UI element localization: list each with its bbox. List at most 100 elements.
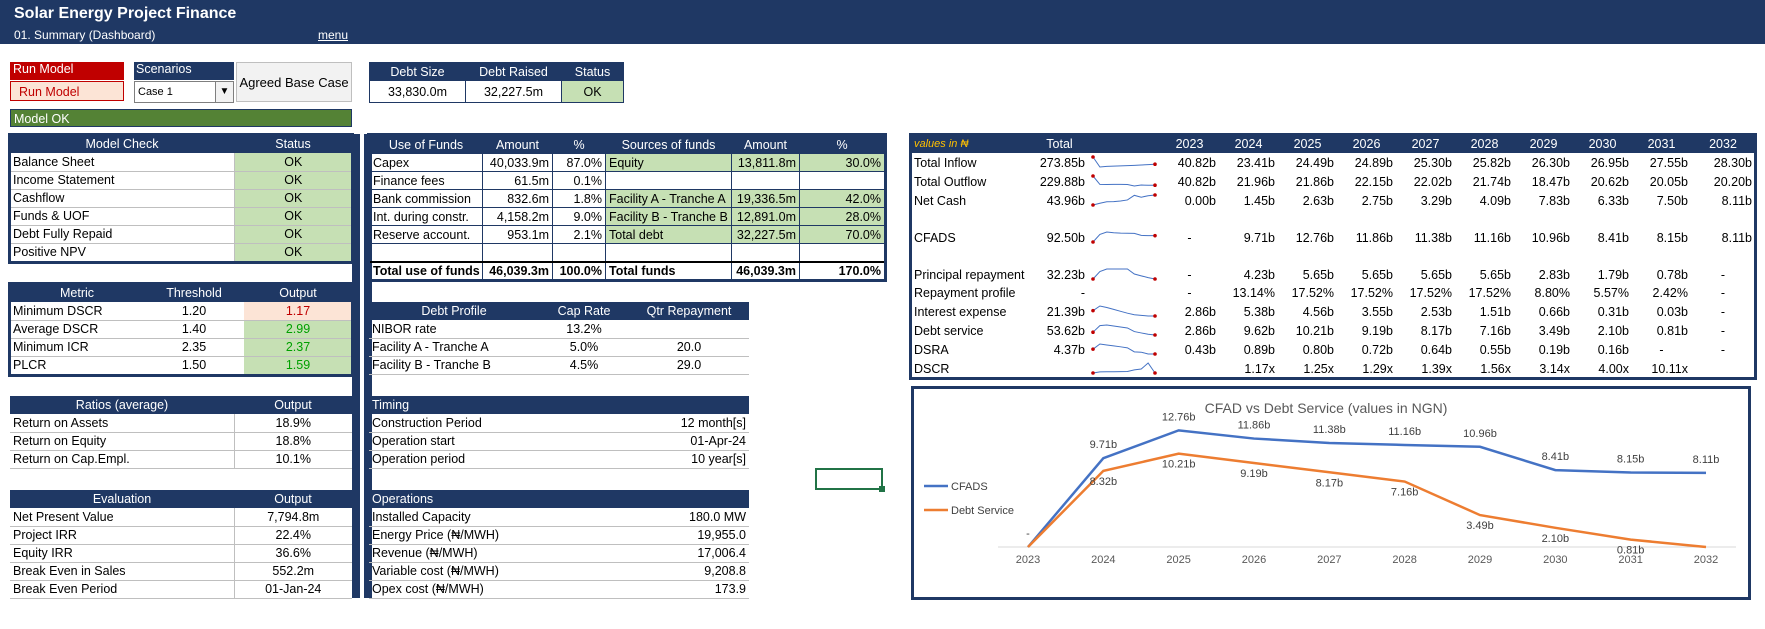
- data-label: 10.21b: [1162, 459, 1196, 471]
- year-value: 10.11x: [1651, 361, 1688, 376]
- row-label: Debt service: [914, 323, 984, 338]
- chevron-down-icon[interactable]: ▼: [215, 82, 233, 102]
- year-value: 1.51b: [1479, 304, 1511, 319]
- funds-cell: 87.0%: [552, 153, 606, 172]
- model-check-table: Model Check Status Balance Sheet OK Income S…: [8, 133, 354, 264]
- year-header: 2029: [1529, 137, 1558, 151]
- data-label: 9.71b: [1090, 439, 1118, 451]
- funds-header-0: Use of Funds: [369, 135, 483, 154]
- x-tick-label: 2032: [1694, 554, 1718, 566]
- evaluation-value: 7,794.8m: [234, 508, 352, 527]
- year-value: 5.38b: [1243, 304, 1275, 319]
- menu-link[interactable]: menu: [318, 28, 349, 42]
- year-value: 4.23b: [1243, 267, 1275, 282]
- year-value: 4.00x: [1598, 361, 1629, 376]
- metric-label: Minimum DSCR: [10, 302, 144, 321]
- x-tick-label: 2029: [1468, 554, 1492, 566]
- model_check-label: Funds & UOF: [10, 207, 235, 226]
- model_check-value: OK: [234, 171, 352, 190]
- row-label: Total Outflow: [914, 174, 987, 189]
- sparkline: [1088, 265, 1160, 284]
- year-value: [1160, 359, 1219, 378]
- debt-profile-header-1: Cap Rate: [557, 304, 611, 318]
- table-row: Installed Capacity 180.0 MW: [369, 508, 749, 527]
- year-value: [1396, 247, 1455, 265]
- year-value: 0.66b: [1538, 304, 1570, 319]
- sparkline-marker: [1091, 330, 1095, 334]
- year-value: 0.80b: [1302, 342, 1334, 357]
- year-value: 0.78b: [1656, 267, 1688, 282]
- year-value: 0.16b: [1597, 342, 1629, 357]
- table-row: Net Cash 43.96b 0.00b 1.45b 2.63b 2.75b 3.29b 4…: [911, 191, 1755, 210]
- funds-cell: 40,033.9m: [482, 153, 553, 172]
- funds-header-5: %: [799, 135, 885, 154]
- year-value: 21.86b: [1295, 174, 1334, 189]
- row-total: 229.88b: [1039, 174, 1085, 189]
- chart-canvas: CFAD vs Debt Service (values in NGN) 202…: [924, 400, 1736, 566]
- year-value: 0.72b: [1361, 342, 1393, 357]
- table-row: Break Even Period 01-Jan-24: [10, 580, 352, 599]
- year-value: 2.83b: [1538, 267, 1570, 282]
- table-row: Minimum DSCR 1.20 1.17: [10, 302, 352, 321]
- sparkline-line: [1092, 305, 1156, 317]
- year-header: 2031: [1647, 137, 1676, 151]
- table-row: [911, 247, 1755, 265]
- sparkline-chart: [1091, 324, 1157, 337]
- metric-output: 2.37: [244, 338, 352, 357]
- data-label: 8.32b: [1090, 476, 1118, 488]
- year-value: 4.09b: [1479, 193, 1511, 208]
- debt-profile-repayment: [629, 320, 749, 339]
- funds-table: Use of Funds Amount% Sources of funds Amoun…: [367, 133, 887, 282]
- evaluation-label: Net Present Value: [10, 508, 235, 527]
- debt-profile-rate: 4.5%: [539, 356, 629, 375]
- debt-profile-header-2: Qtr Repayment: [646, 304, 732, 318]
- funds-cell: 4,158.2m: [482, 207, 553, 226]
- year-value: [1632, 247, 1691, 265]
- model_check-label: Debt Fully Repaid: [10, 225, 235, 244]
- year-value: 5.65b: [1302, 267, 1334, 282]
- funds-header-1: Amount: [482, 135, 553, 154]
- debt-profile-table: Debt Profile Cap Rate Qtr Repayment NIBOR r…: [369, 302, 749, 375]
- table-row: Funds & UOF OK: [10, 207, 352, 226]
- year-value: 23.41b: [1236, 155, 1275, 170]
- run-model-button[interactable]: Run Model: [10, 81, 124, 101]
- debt-profile-header-0: Debt Profile: [421, 304, 487, 318]
- year-value: 21.74b: [1472, 174, 1511, 189]
- table-row: DSRA 4.37b 0.43b 0.89b 0.80b 0.72b 0.64b 0.55b 0…: [911, 340, 1755, 359]
- scenario-select[interactable]: Case 1 ▼: [134, 81, 234, 103]
- debt-profile-label: NIBOR rate: [369, 320, 539, 339]
- timing-table: Timing Construction Period 12 month[s] Oper…: [369, 396, 750, 469]
- year-value: [1337, 210, 1396, 228]
- year-value: 13.14%: [1232, 286, 1275, 300]
- sparkline: [1088, 321, 1160, 340]
- year-value: 2.86b: [1184, 304, 1216, 319]
- cfad-vs-debt-service-chart: CFAD vs Debt Service (values in NGN) 202…: [911, 386, 1751, 600]
- year-value: -: [1659, 342, 1664, 357]
- table-row: Net Present Value 7,794.8m: [10, 508, 352, 527]
- sparkline-marker: [1153, 233, 1157, 238]
- ratios-table: Ratios (average) Output Return on Assets 18…: [10, 396, 352, 469]
- operations-label: Energy Price (₦/MWH): [369, 526, 599, 545]
- year-value: 0.64b: [1420, 342, 1452, 357]
- year-value: 26.95b: [1590, 155, 1629, 170]
- funds-cell: 70.0%: [799, 225, 885, 244]
- sheet-subtitle: 01. Summary (Dashboard): [14, 28, 156, 42]
- table-row: Facility B - Tranche B 4.5% 29.0: [369, 356, 749, 375]
- sparkline-marker: [1091, 174, 1095, 178]
- table-row: Debt Fully Repaid OK: [10, 225, 352, 244]
- operations-value: 17,006.4: [599, 544, 749, 563]
- year-value: 8.41b: [1597, 230, 1629, 245]
- year-value: [1219, 210, 1278, 228]
- sparkline-chart: [1091, 305, 1157, 318]
- row-total: 273.85b: [1039, 155, 1085, 170]
- sparkline-marker: [1091, 240, 1095, 244]
- year-value: 20.62b: [1590, 174, 1629, 189]
- row-label: Repayment profile: [914, 286, 1016, 300]
- year-value: 40.82b: [1177, 155, 1216, 170]
- funds-cell: [799, 171, 885, 190]
- fill-handle[interactable]: [879, 486, 885, 492]
- unit-label: values in ₦: [914, 138, 969, 150]
- funds-total-cell: 100.0%: [552, 260, 606, 280]
- sparkline-line: [1092, 194, 1156, 206]
- selected-cell[interactable]: [815, 468, 885, 492]
